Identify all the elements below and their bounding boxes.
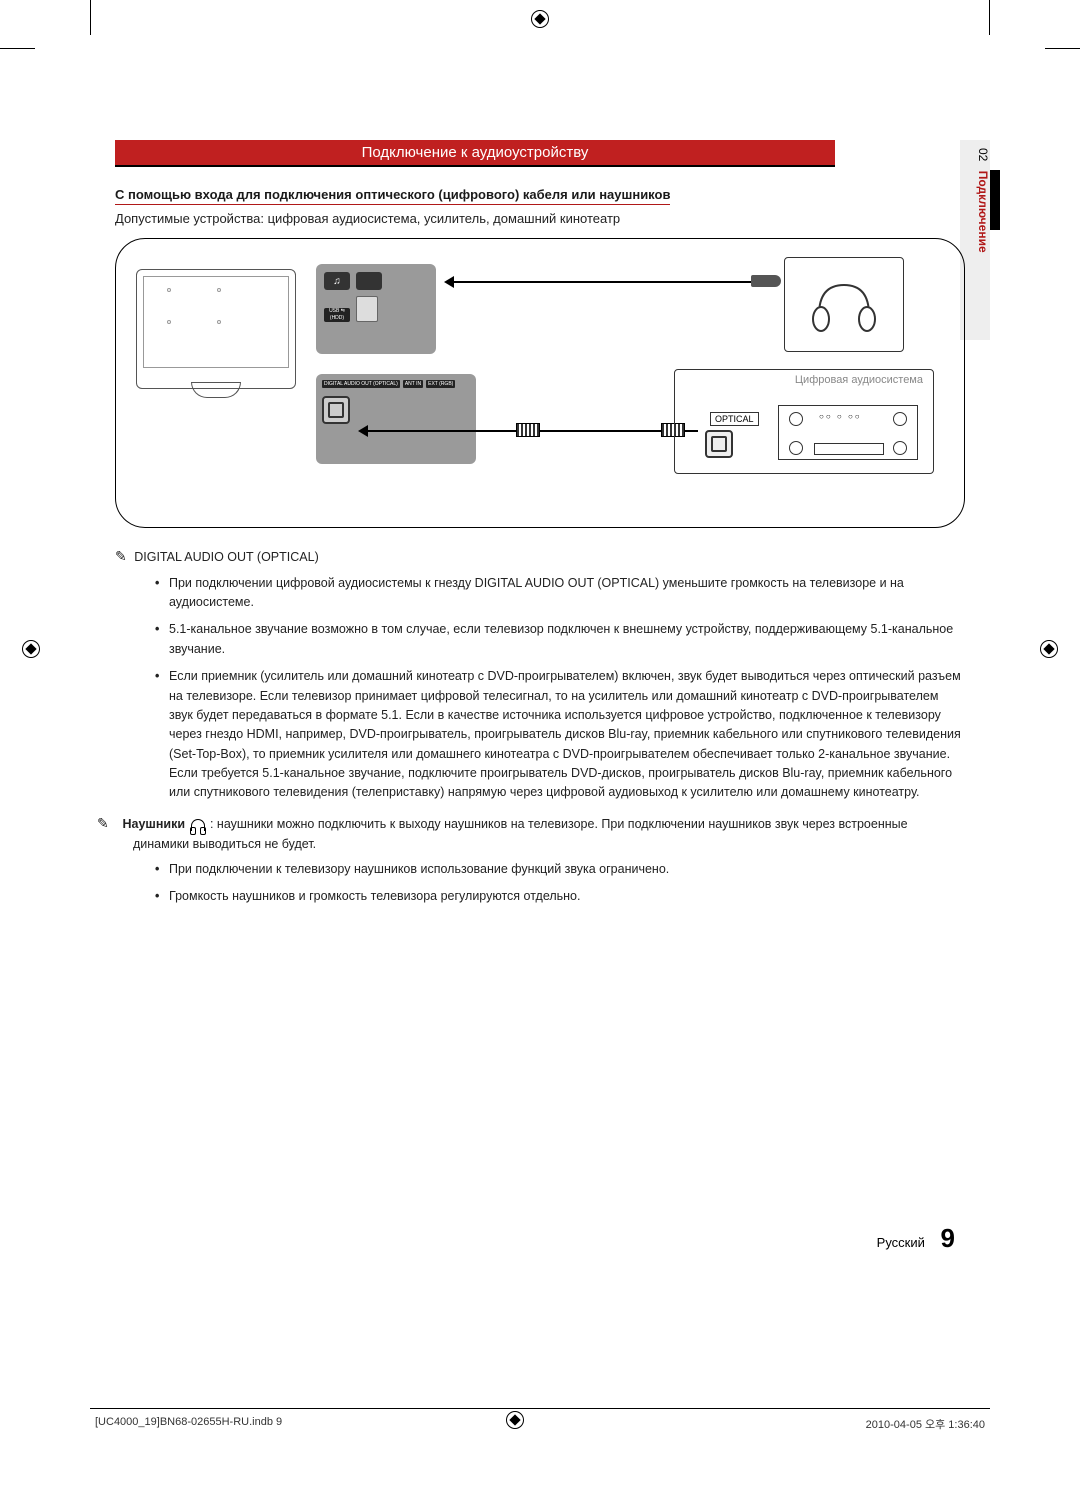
ext-rgb-label: EXT (RGB)	[426, 380, 455, 388]
digital-out-label: DIGITAL AUDIO OUT (OPTICAL)	[322, 380, 400, 388]
optical-out-port-icon	[322, 396, 350, 424]
audio-system-title: Цифровая аудиосистема	[795, 374, 923, 386]
arrow-icon	[358, 425, 368, 437]
headphones-bullets: При подключении к телевизору наушников и…	[115, 860, 965, 907]
section-header: Подключение к аудиоустройству	[115, 140, 835, 167]
usb-hdd-label: USB ⇋ (HDD)	[324, 308, 350, 322]
usb-slot-icon	[356, 296, 378, 322]
port-panel-bottom: DIGITAL AUDIO OUT (OPTICAL) ANT IN EXT (…	[316, 374, 476, 464]
audio-system-box: Цифровая аудиосистема OPTICAL ○○ ○ ○○	[674, 369, 934, 474]
crop-line	[989, 0, 990, 35]
headphone-cable	[454, 281, 754, 283]
side-black-mark	[990, 170, 1000, 230]
subtitle: С помощью входа для подключения оптическ…	[115, 187, 670, 205]
list-item: При подключении к телевизору наушников и…	[155, 860, 965, 879]
digital-bullets: При подключении цифровой аудиосистемы к …	[115, 574, 965, 803]
digital-audio-heading: ✎ DIGITAL AUDIO OUT (OPTICAL)	[115, 546, 965, 568]
side-tab-label: Подключение	[976, 171, 990, 253]
headphones-note: ✎ Наушники : наушники можно подключить к…	[115, 813, 965, 854]
jack-plug-icon	[751, 275, 781, 287]
list-item: 5.1-канальное звучание возможно в том сл…	[155, 620, 965, 659]
connection-diagram: ♫ USB ⇋ (HDD) DIGITAL AUDIO OUT (OPTICAL…	[115, 238, 965, 528]
tv-outline-icon	[136, 269, 296, 389]
crop-line	[0, 48, 35, 49]
list-item: При подключении цифровой аудиосистемы к …	[155, 574, 965, 613]
notes-content: ✎ DIGITAL AUDIO OUT (OPTICAL) При подклю…	[115, 546, 965, 907]
port-panel-top: ♫ USB ⇋ (HDD)	[316, 264, 436, 354]
headphones-text: : наушники можно подключить к выходу нау…	[133, 817, 908, 851]
doc-timestamp: 2010-04-05 오후 1:36:40	[866, 1416, 985, 1432]
print-mark-left	[22, 640, 40, 658]
page-number: 9	[941, 1223, 955, 1253]
amplifier-icon: ○○ ○ ○○	[778, 405, 918, 460]
side-tab-num: 02	[976, 148, 990, 161]
footer-lang: Русский	[877, 1235, 925, 1250]
headphone-port-icon: ♫	[324, 272, 350, 290]
doc-footer: [UC4000_19]BN68-02655H-RU.indb 9 2010-04…	[95, 1416, 985, 1432]
doc-footer-line	[90, 1408, 990, 1409]
page-footer: Русский 9	[877, 1223, 955, 1254]
doc-path: [UC4000_19]BN68-02655H-RU.indb 9	[95, 1416, 282, 1432]
headphones-icon	[809, 275, 879, 335]
crop-line	[90, 0, 91, 35]
ant-in-label: ANT IN	[403, 380, 423, 388]
print-mark-top	[531, 10, 549, 28]
headphone-glyph-icon	[191, 819, 205, 831]
headphones-box	[784, 257, 904, 352]
crop-line	[1045, 48, 1080, 49]
note-icon: ✎	[115, 546, 127, 568]
list-item: Если приемник (усилитель или домашний ки…	[155, 667, 965, 803]
headphones-label: Наушники	[122, 817, 185, 831]
usb-port-icon	[356, 272, 382, 290]
page-content: Подключение к аудиоустройству С помощью …	[115, 140, 965, 917]
amp-indicators: ○○ ○ ○○	[819, 412, 862, 421]
optical-in-label: OPTICAL	[710, 412, 759, 426]
print-mark-right	[1040, 640, 1058, 658]
cable-connector-icon	[516, 423, 540, 437]
arrow-icon	[444, 276, 454, 288]
allowed-devices: Допустимые устройства: цифровая аудиосис…	[115, 211, 965, 226]
optical-in-port-icon	[705, 430, 733, 458]
list-item: Громкость наушников и громкость телевизо…	[155, 887, 965, 906]
